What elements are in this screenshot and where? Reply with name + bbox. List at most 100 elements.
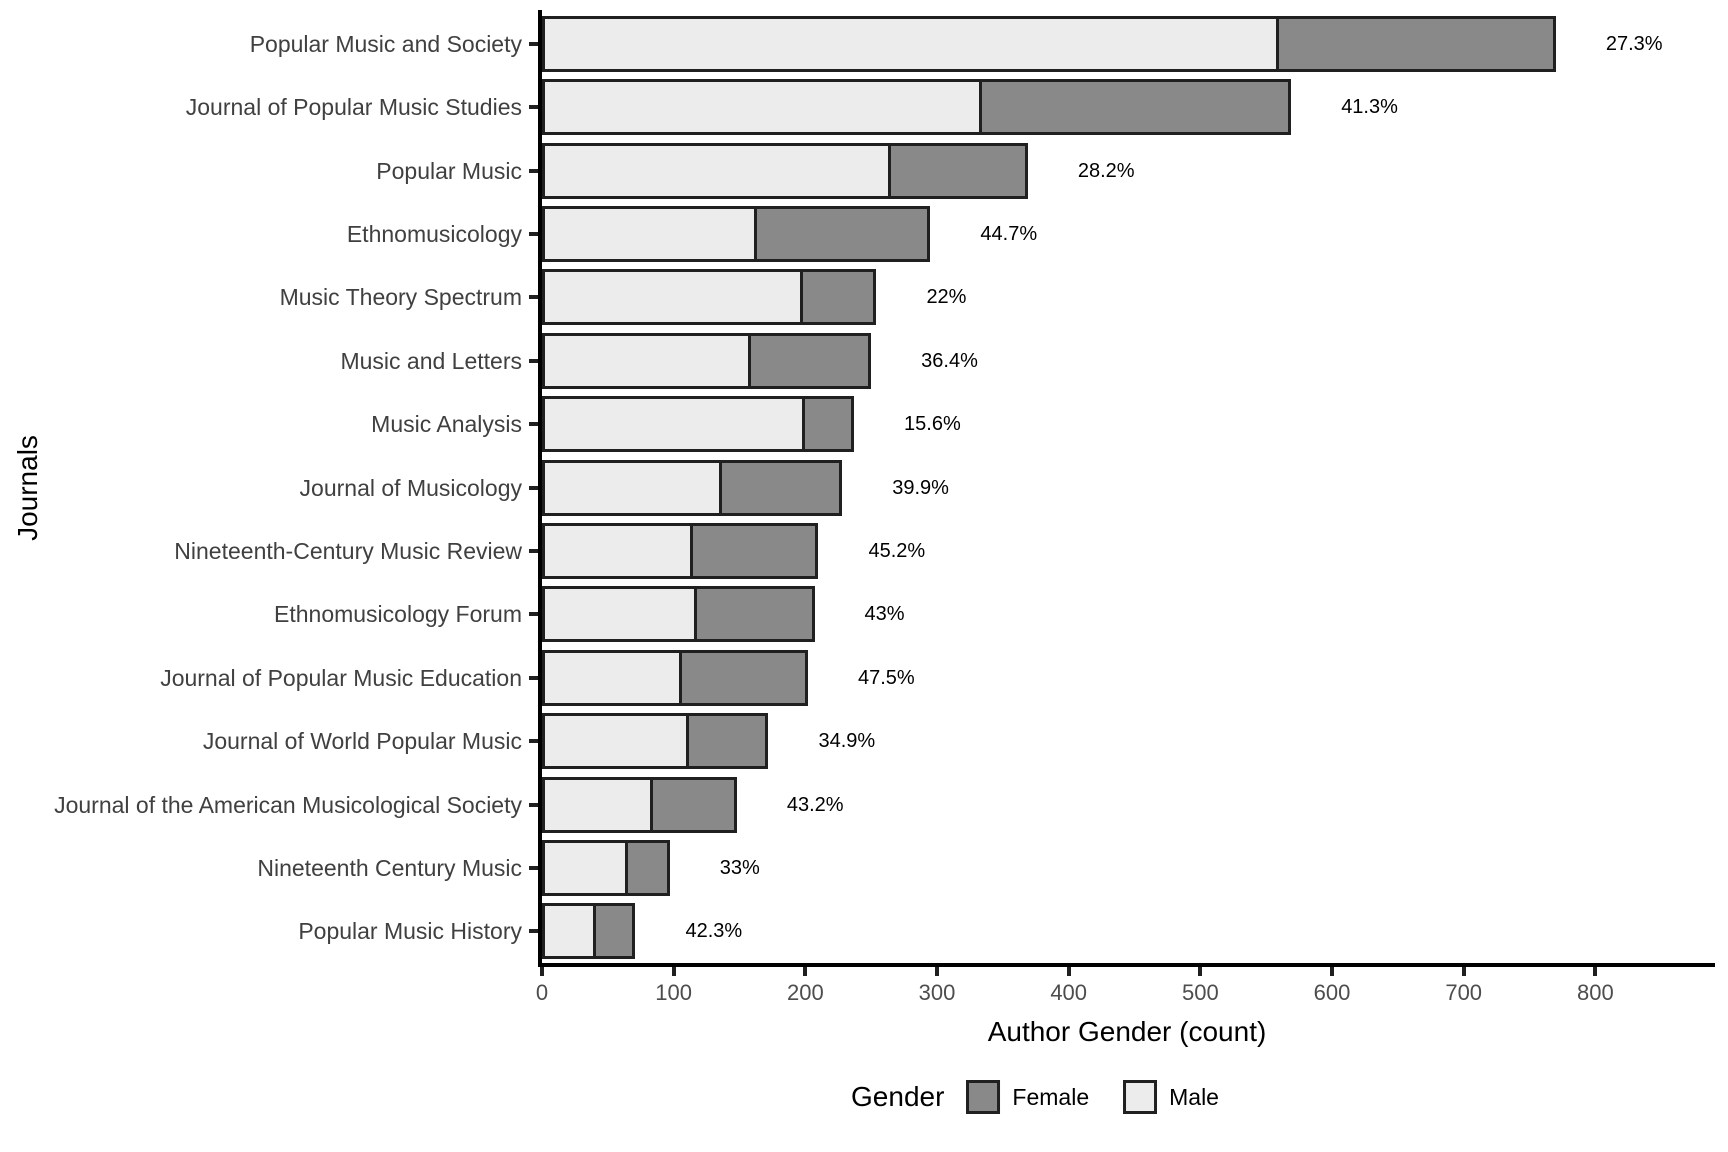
y-axis-category-label: Journal of the American Musicological So…: [54, 791, 522, 818]
bar-percent-label: 33%: [719, 856, 760, 879]
x-axis-tick-label: 400: [1050, 980, 1088, 1005]
bar-percent-label: 22%: [926, 286, 967, 309]
bar-male-segment: [542, 142, 891, 199]
y-axis-tick: [529, 929, 538, 934]
x-axis-line: [538, 963, 1715, 967]
bar-female-segment: [649, 776, 737, 833]
x-axis-tick-label: 300: [918, 980, 956, 1005]
bar-percent-label: 42.3%: [685, 920, 743, 943]
y-axis-tick: [529, 422, 538, 427]
legend: Gender Female Male: [851, 1080, 1219, 1114]
y-axis-category-label: Journal of Musicology: [299, 474, 522, 501]
x-axis-tick-label: 700: [1445, 980, 1483, 1005]
legend-item-label: Male: [1169, 1083, 1219, 1110]
bar-male-segment: [542, 776, 653, 833]
y-axis-category-label: Journal of Popular Music Education: [160, 664, 522, 691]
y-axis-tick: [529, 675, 538, 680]
bar-percent-label: 36.4%: [921, 349, 978, 372]
x-axis-tick: [1593, 967, 1598, 976]
y-axis-tick: [529, 612, 538, 617]
y-axis-category-label: Nineteenth Century Music: [257, 854, 522, 881]
x-axis-tick-label: 200: [786, 980, 824, 1005]
bar-percent-label: 27.3%: [1605, 32, 1663, 55]
bar-percent-label: 45.2%: [868, 539, 926, 562]
bar-male-segment: [542, 586, 698, 643]
y-axis-tick: [529, 105, 538, 110]
x-axis-tick: [540, 967, 544, 976]
legend-title: Gender: [851, 1081, 945, 1112]
y-axis-category-label: Ethnomusicology: [346, 220, 522, 247]
x-axis-tick-label: 800: [1577, 980, 1614, 1005]
y-axis-tick: [529, 739, 538, 744]
female-swatch-icon: [966, 1080, 1001, 1114]
bar-percent-label: 43%: [864, 603, 905, 626]
bar-male-segment: [542, 522, 694, 579]
legend-item-male: Male: [1123, 1080, 1219, 1114]
bar-female-segment: [592, 903, 636, 960]
bar-percent-label: 47.5%: [857, 666, 915, 689]
y-axis-category-label: Popular Music: [376, 157, 522, 184]
bar-female-segment: [799, 269, 877, 326]
x-axis-tick: [803, 967, 808, 976]
y-axis-title: Journals: [12, 435, 43, 541]
x-axis-tick: [1198, 967, 1203, 976]
x-axis-tick-label: 500: [1181, 980, 1219, 1005]
y-axis-tick: [529, 802, 538, 807]
bar-female-segment: [690, 522, 819, 579]
bar-percent-label: 41.3%: [1341, 96, 1398, 119]
x-axis-tick: [671, 967, 676, 976]
y-axis-tick: [529, 41, 538, 46]
x-axis-tick-label: 100: [655, 980, 693, 1005]
bar-female-segment: [748, 332, 872, 389]
bar-percent-label: 28.2%: [1077, 159, 1135, 182]
x-axis-tick-label: 0: [535, 980, 549, 1005]
y-axis-tick: [529, 485, 538, 490]
legend-item-label: Female: [1012, 1083, 1090, 1110]
y-axis-tick: [529, 231, 538, 236]
y-axis-category-label: Music Analysis: [371, 411, 522, 438]
y-axis-category-label: Popular Music and Society: [249, 30, 522, 57]
bar-female-segment: [624, 839, 670, 896]
y-axis-category-label: Popular Music History: [298, 918, 522, 945]
y-axis-category-label: Journal of Popular Music Studies: [185, 94, 522, 121]
bar-male-segment: [542, 205, 757, 262]
y-axis-category-label: Ethnomusicology Forum: [274, 601, 522, 628]
bar-percent-label: 43.2%: [786, 793, 844, 816]
bar-percent-label: 34.9%: [818, 730, 876, 753]
bar-female-segment: [719, 459, 843, 516]
bar-male-segment: [542, 332, 752, 389]
y-axis-tick: [529, 295, 538, 300]
bar-male-segment: [542, 396, 806, 453]
y-axis-category-label: Music and Letters: [340, 347, 522, 374]
y-axis-tick: [529, 865, 538, 870]
bar-female-segment: [978, 79, 1292, 136]
y-axis-tick: [529, 168, 538, 173]
y-axis-tick: [529, 548, 538, 553]
legend-item-female: Female: [966, 1080, 1089, 1114]
bar-male-segment: [542, 713, 690, 770]
bar-female-segment: [1276, 15, 1556, 72]
y-axis-category-label: Nineteenth-Century Music Review: [174, 537, 522, 564]
y-axis-category-label: Journal of World Popular Music: [202, 728, 522, 755]
bar-male-segment: [542, 903, 596, 960]
x-axis-title: Author Gender (count): [987, 1016, 1267, 1047]
bar-female-segment: [802, 396, 855, 453]
bar-female-segment: [753, 205, 931, 262]
x-axis-tick: [1330, 967, 1335, 976]
bar-male-segment: [542, 649, 682, 706]
bar-percent-label: 15.6%: [904, 413, 961, 436]
y-axis-line: [538, 10, 542, 967]
male-swatch-icon: [1123, 1080, 1158, 1114]
bar-male-segment: [542, 79, 982, 136]
bar-male-segment: [542, 15, 1280, 72]
bar-percent-label: 39.9%: [892, 476, 949, 499]
bar-female-segment: [686, 713, 769, 770]
bar-male-segment: [542, 459, 723, 516]
bar-male-segment: [542, 269, 803, 326]
bar-female-segment: [887, 142, 1028, 199]
x-axis-tick-label: 600: [1313, 980, 1351, 1005]
bar-female-segment: [678, 649, 808, 706]
bar-percent-label: 44.7%: [980, 222, 1038, 245]
bar-male-segment: [542, 839, 628, 896]
